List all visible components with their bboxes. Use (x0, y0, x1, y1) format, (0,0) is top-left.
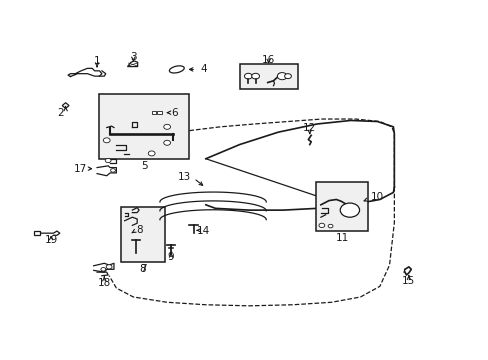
Polygon shape (62, 103, 69, 108)
Text: 19: 19 (44, 235, 58, 245)
Text: 11: 11 (335, 233, 348, 243)
Text: 14: 14 (196, 226, 210, 237)
Text: 2: 2 (58, 108, 64, 118)
Text: 13: 13 (177, 172, 190, 182)
Ellipse shape (169, 66, 184, 73)
Text: 1: 1 (94, 56, 100, 66)
Text: 5: 5 (141, 161, 147, 171)
Text: 3: 3 (130, 51, 136, 62)
Circle shape (318, 223, 324, 228)
Circle shape (163, 124, 170, 129)
Circle shape (101, 267, 105, 271)
Circle shape (148, 151, 155, 156)
Bar (157, 111, 162, 114)
Circle shape (163, 140, 170, 145)
Text: 16: 16 (262, 55, 275, 65)
Bar (151, 111, 155, 114)
Text: 7: 7 (140, 264, 146, 274)
Text: 4: 4 (200, 64, 206, 75)
Text: 12: 12 (303, 122, 316, 132)
Bar (239, 64, 297, 89)
Bar (315, 183, 367, 231)
Text: 18: 18 (98, 278, 111, 288)
Text: 10: 10 (370, 192, 384, 202)
Circle shape (340, 203, 359, 217)
Text: 6: 6 (171, 108, 177, 118)
Bar (121, 207, 164, 262)
Circle shape (327, 224, 332, 228)
Bar (34, 231, 40, 235)
Text: 8: 8 (140, 264, 146, 274)
Text: 17: 17 (73, 165, 86, 174)
Circle shape (105, 158, 111, 163)
Circle shape (284, 74, 291, 78)
Text: 15: 15 (402, 276, 415, 286)
Text: 8: 8 (136, 225, 142, 235)
Circle shape (244, 73, 252, 79)
Circle shape (106, 265, 112, 269)
Circle shape (110, 168, 115, 172)
Polygon shape (127, 61, 138, 67)
Text: 9: 9 (167, 252, 174, 262)
Bar (99, 94, 188, 159)
Circle shape (103, 138, 110, 143)
Circle shape (277, 73, 286, 80)
Circle shape (251, 73, 259, 79)
